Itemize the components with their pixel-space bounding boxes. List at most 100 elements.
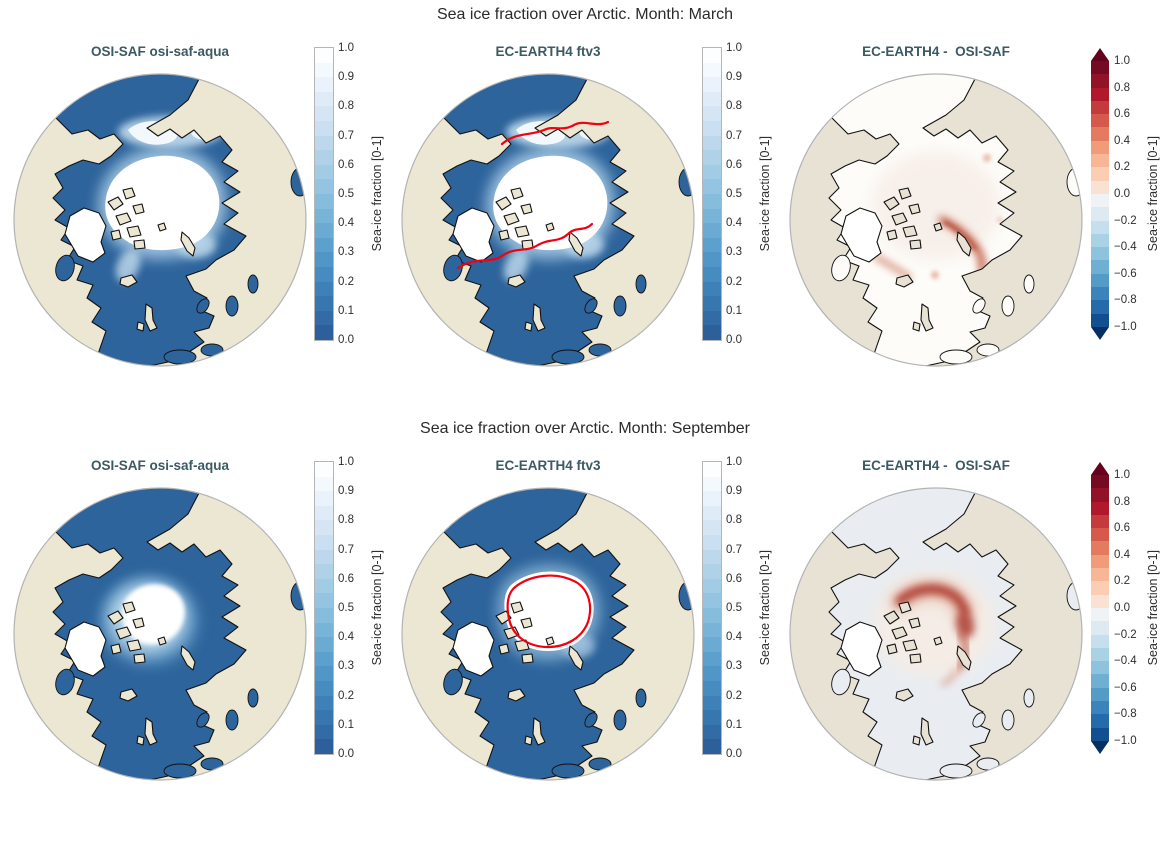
colorbar-segment [1091,581,1109,595]
colorbar-segment [1091,220,1109,234]
colorbar-segment [703,578,721,594]
colorbar-tick-label: 0.4 [726,631,742,644]
colorbar-axis-label: Sea-ice fraction [0-1] [1146,136,1160,252]
colorbar-segment [1091,528,1109,542]
panel-title: EC-EARTH4 - OSI-SAF [862,44,1010,59]
colorbar-tick-label: 0.5 [726,602,742,614]
colorbar-segment [315,150,333,165]
colorbar-tick-label: 0.7 [726,129,742,142]
colorbar-segment [315,710,333,725]
colorbar-segment [1091,475,1109,489]
colorbar-tick-label: 1.0 [338,42,354,54]
colorbar-segment [1091,61,1109,75]
colorbar-gradient [1091,475,1109,741]
colorbar-tick-label: −0.6 [1114,267,1137,280]
colorbar-segment [703,476,721,492]
colorbar-axis-label: Sea-ice fraction [0-1] [370,136,384,252]
colorbar-segment [703,637,721,652]
colorbar-tick-label: 1.0 [726,456,742,468]
colorbar-tick-label: 0.3 [726,246,742,259]
figure-september: Sea ice fraction over Arctic. Month: Sep… [0,414,1170,784]
colorbar-segment [315,179,333,194]
colorbar-bar [702,461,722,755]
colorbar-segment [703,252,721,267]
colorbar-segment [315,666,333,681]
observed-ice-edge-contour [456,120,610,270]
colorbar-tick-label: 0.6 [338,572,354,585]
colorbar-segment [1091,114,1109,128]
colorbar-segment [315,491,333,506]
colorbar-tick-label: 0.3 [338,660,354,673]
colorbar-tick-label: 0.5 [338,602,354,614]
colorbar-segment [703,607,721,623]
colorbar-segment [703,739,721,754]
colorbar-segment [1091,127,1109,141]
colorbar-tick-label: 0.0 [726,334,742,346]
colorbar-tick-label: 1.0 [726,42,742,54]
colorbar-gradient [314,47,334,341]
colorbar-tick-label: 0.7 [338,129,354,142]
colorbar-axis-label: Sea-ice fraction [0-1] [370,550,384,666]
colorbar-segment [1091,313,1109,327]
colorbar-ticks: 1.0 0.9 0.8 0.7 0.6 0.5 0.4 0.3 0.2 0.1 0.0 [333,42,369,346]
panel-title: EC-EARTH4 ftv3 [495,458,601,473]
colorbar-ticks: 1.0 0.9 0.8 0.7 0.6 0.5 0.4 0.3 0.2 0.1 0.0 [721,456,757,760]
colorbar-tick-label: −0.8 [1114,294,1137,307]
colorbar-segment [315,106,333,121]
colorbar-segment [703,223,721,238]
colorbar-extend-top [1091,462,1109,475]
panel-march-model: EC-EARTH4 ftv3 [398,42,772,370]
panel-row-september: OSI-SAF osi-saf-aqua [0,456,1170,784]
colorbar-segment [1091,287,1109,301]
colorbar-segment [315,520,333,535]
colorbar-tick-label: −0.4 [1114,655,1137,668]
colorbar-segment [703,520,721,535]
colorbar-segment [315,637,333,652]
colorbar-segment [703,666,721,681]
colorbar-tick-label: −0.2 [1114,214,1137,227]
colorbar-segment [1091,541,1109,555]
colorbar-segment [315,223,333,238]
arctic-map-march-difference [789,73,1083,367]
colorbar-segment [315,310,333,326]
colorbar-segment [1091,714,1109,728]
colorbar-tick-label: 0.2 [726,275,742,288]
colorbar-tick-label: 0.9 [338,485,354,498]
colorbar-segment [315,607,333,623]
colorbar-tick-label: 0.5 [726,188,742,200]
colorbar-segment [315,120,333,136]
colorbar-segment [315,164,333,180]
colorbar-segment [315,505,333,521]
colorbar-segment [1091,687,1109,702]
colorbar-tick-label: 1.0 [338,456,354,468]
colorbar-axis-label: Sea-ice fraction [0-1] [1146,550,1160,666]
colorbar-segment [703,549,721,565]
colorbar-segment [315,208,333,224]
colorbar-diverging: 1.0 0.8 0.6 0.4 0.2 0.0 −0.2 −0.4 −0.6 −0.8 −1.0 Se… [1091,44,1160,344]
colorbar-gradient [314,461,334,755]
colorbar-tick-label: 0.9 [726,71,742,84]
colorbar-tick-label: −1.0 [1114,321,1137,333]
colorbar-tick-label: 0.2 [1114,575,1130,588]
arctic-map-september-osisaf [13,487,307,781]
colorbar-tick-label: 0.7 [726,543,742,556]
colorbar-segment [1091,87,1109,101]
colorbar-segment [315,534,333,550]
arctic-map-september-difference [789,487,1083,781]
colorbar-segment [315,695,333,711]
colorbar-segment [1091,154,1109,168]
panel-september-model: EC-EARTH4 ftv3 [398,456,772,784]
colorbar-segment [1091,607,1109,622]
colorbar-tick-label: 0.2 [726,689,742,702]
colorbar-segment [1091,661,1109,675]
colorbar-segment [1091,233,1109,248]
colorbar-ticks: 1.0 0.9 0.8 0.7 0.6 0.5 0.4 0.3 0.2 0.1 0.0 [333,456,369,760]
colorbar-segment [1091,621,1109,635]
colorbar-tick-label: 0.4 [338,217,354,230]
colorbar-extend-bottom [1091,327,1109,340]
colorbar-segment [703,310,721,326]
colorbar-tick-label: 0.4 [1114,548,1130,561]
colorbar-segment [703,534,721,550]
panel-title: OSI-SAF osi-saf-aqua [90,458,230,473]
colorbar-extend-bottom [1091,741,1109,754]
